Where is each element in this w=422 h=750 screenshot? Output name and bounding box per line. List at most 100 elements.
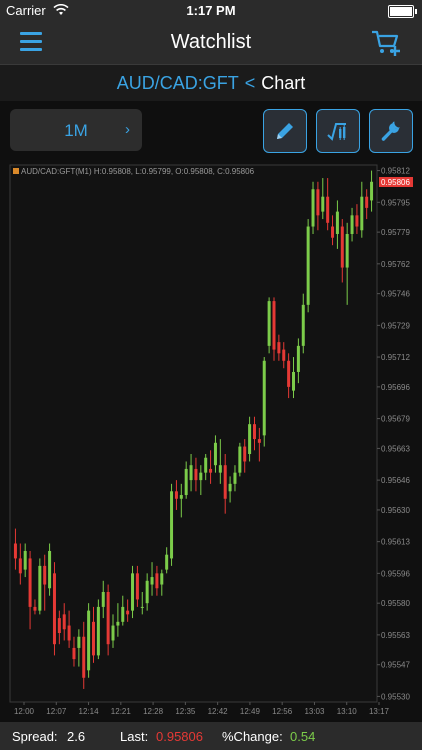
candle-body [23,550,27,570]
breadcrumb-symbol-link[interactable]: AUD/CAD:GFT [116,73,239,93]
last-price-marker [379,177,413,187]
clock: 1:17 PM [186,3,236,18]
timeframe-value: 1M [64,121,88,140]
chevron-left-icon: < [244,73,256,93]
x-tick-label: 12:28 [143,707,164,716]
x-tick-label: 12:35 [175,707,196,716]
timeframe-selector[interactable]: 1M › [10,109,142,151]
candle-body [218,465,222,473]
candle-body [370,181,374,201]
candle-body [52,573,56,645]
candle-body [228,483,232,492]
candle-body [189,465,193,481]
quote-footer: Spread: 2.6 Last: 0.95806 %Change: 0.54 [0,722,422,750]
candle-body [316,189,320,216]
candle-body [140,606,144,608]
spread-value: 2.6 [67,729,86,744]
chart-legend: AUD/CAD:GFT(M1) H:0.95808, L:0.95799, O:… [21,167,255,176]
candle-body [155,573,159,589]
candle-body [262,360,266,436]
candle-body [57,618,61,634]
x-tick-label: 12:07 [46,707,67,716]
candle-body [223,465,227,499]
y-tick-label: 0.95696 [381,383,410,392]
x-tick-label: 12:42 [208,707,229,716]
candle-body [360,196,364,231]
x-tick-label: 12:21 [111,707,132,716]
y-tick-label: 0.95613 [381,538,410,547]
candle-body [43,565,47,585]
y-tick-label: 0.95663 [381,444,410,453]
candle-body [184,468,188,496]
add-to-cart-icon[interactable] [370,28,402,58]
draw-tool-button[interactable] [263,109,307,153]
candle-body [301,304,305,346]
candle-body [111,625,115,641]
y-tick-label: 0.95679 [381,415,410,424]
candle-body [292,371,296,391]
y-tick-label: 0.95630 [381,506,410,515]
candle-body [355,215,359,227]
candle-body [106,591,110,645]
candle-body [126,610,130,615]
y-tick-label: 0.95812 [381,167,410,176]
x-tick-label: 12:49 [240,707,261,716]
change-label: %Change: [222,729,283,744]
price-chart[interactable]: 0.95812 0.95795 0.95779 0.95762 0.95746 0.957… [0,160,422,720]
pencil-icon [277,123,293,139]
last-label: Last: [120,729,149,744]
y-tick-label: 0.95596 [381,569,410,578]
x-tick-label: 13:17 [369,707,390,716]
candle-body [160,573,164,585]
candle-body [170,491,174,559]
breadcrumb: AUD/CAD:GFT < Chart [0,73,422,94]
indicator-button[interactable] [316,109,360,153]
candle-body [277,342,281,354]
change-value: 0.54 [290,729,316,744]
candle-body [335,211,339,234]
candle-body [67,625,71,641]
candle-body [365,196,369,208]
candle-body [282,349,286,361]
candle-body [209,468,213,473]
x-tick-label: 13:10 [337,707,358,716]
candle-body [96,606,100,656]
settings-button[interactable] [369,109,413,153]
candle-body [272,301,276,350]
chart-toolbar: 1M › [0,101,422,159]
y-tick-label: 0.95779 [381,228,410,237]
candle-body [87,610,91,671]
candle-body [199,472,203,481]
page-title: Watchlist [170,31,252,53]
candle-body [345,233,349,268]
candle-body [33,606,37,611]
candle-body [174,491,178,499]
candle-body [248,424,252,455]
candle-body [145,580,149,604]
x-tick-label: 12:56 [272,707,293,716]
plot-area [9,164,378,703]
spread-label: Spread: [12,729,58,744]
candle-body [311,189,315,227]
navigation-bar: Watchlist [0,22,422,64]
candle-body [38,565,42,611]
chevron-right-icon: › [125,121,130,138]
y-tick-label: 0.95580 [381,599,410,608]
candle-body [131,573,135,611]
candle-body [18,558,22,574]
candle-body [77,636,81,648]
candle-body [296,345,300,372]
chart-canvas[interactable]: 0.95812 0.95795 0.95779 0.95762 0.95746 0.957… [0,160,422,720]
candle-body [252,424,256,440]
y-tick-label: 0.95646 [381,476,410,485]
candle-body [62,614,66,630]
candle-body [331,226,335,238]
hamburger-menu-icon[interactable] [20,32,42,52]
wifi-icon [53,4,69,15]
candle-body [204,457,208,473]
y-tick-label: 0.95729 [381,321,410,330]
breadcrumb-current: Chart [261,73,306,93]
candle-body [121,606,125,622]
candle-body [306,226,310,305]
candle-body [340,226,344,268]
